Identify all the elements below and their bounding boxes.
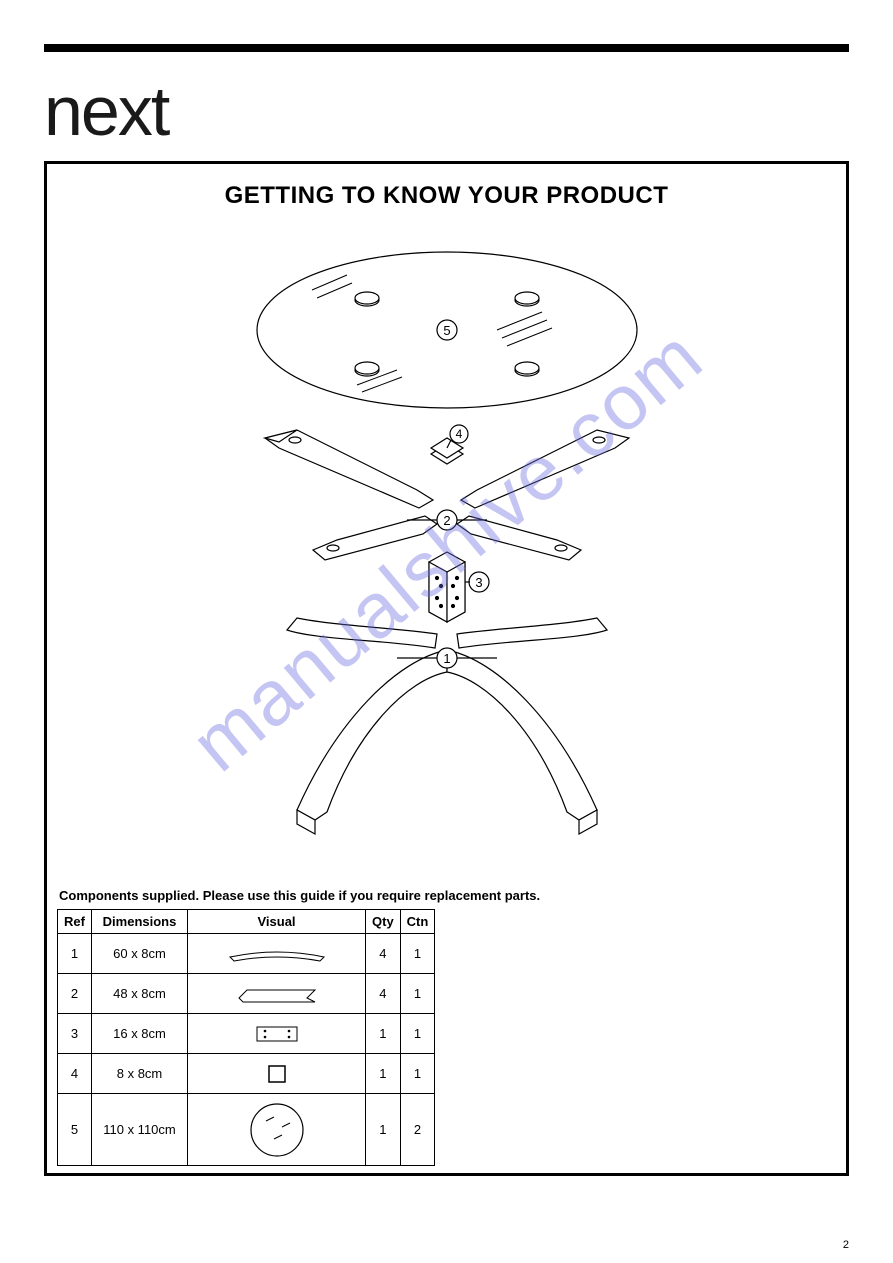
cell-dim: 110 x 110cm bbox=[92, 1094, 188, 1166]
main-content-box: GETTING TO KNOW YOUR PRODUCT manualshive… bbox=[44, 161, 849, 1176]
visual-square-icon bbox=[265, 1063, 289, 1085]
table-row: 5 110 x 110cm 1 2 bbox=[58, 1094, 435, 1166]
visual-glass-top-icon bbox=[246, 1101, 308, 1159]
visual-bracket-icon bbox=[251, 1023, 303, 1045]
cell-ref: 4 bbox=[58, 1054, 92, 1094]
table-row: 1 60 x 8cm 4 1 bbox=[58, 934, 435, 974]
visual-leg-short-icon bbox=[229, 983, 325, 1005]
table-row: 3 16 x 8cm 1 1 bbox=[58, 1014, 435, 1054]
cell-ctn: 1 bbox=[400, 934, 435, 974]
cell-dim: 48 x 8cm bbox=[92, 974, 188, 1014]
page-number: 2 bbox=[843, 1239, 849, 1251]
svg-text:1: 1 bbox=[443, 651, 450, 666]
cell-dim: 8 x 8cm bbox=[92, 1054, 188, 1094]
cell-qty: 1 bbox=[366, 1054, 401, 1094]
svg-text:5: 5 bbox=[443, 323, 450, 338]
svg-text:4: 4 bbox=[455, 427, 462, 441]
cell-qty: 1 bbox=[366, 1094, 401, 1166]
brand-logo: next bbox=[44, 80, 849, 143]
th-visual: Visual bbox=[188, 910, 366, 934]
cell-ctn: 1 bbox=[400, 974, 435, 1014]
page-title: GETTING TO KNOW YOUR PRODUCT bbox=[57, 182, 836, 210]
exploded-diagram: manualshive.com bbox=[57, 220, 836, 880]
visual-leg-long-icon bbox=[222, 943, 332, 965]
table-header-row: Ref Dimensions Visual Qty Ctn bbox=[58, 910, 435, 934]
cell-visual bbox=[188, 934, 366, 974]
cell-qty: 1 bbox=[366, 1014, 401, 1054]
th-dimensions: Dimensions bbox=[92, 910, 188, 934]
cell-visual bbox=[188, 974, 366, 1014]
th-ref: Ref bbox=[58, 910, 92, 934]
top-rule bbox=[44, 44, 849, 52]
cell-ref: 2 bbox=[58, 974, 92, 1014]
cell-ctn: 1 bbox=[400, 1054, 435, 1094]
table-row: 4 8 x 8cm 1 1 bbox=[58, 1054, 435, 1094]
svg-text:2: 2 bbox=[443, 513, 450, 528]
cell-ref: 3 bbox=[58, 1014, 92, 1054]
th-qty: Qty bbox=[366, 910, 401, 934]
cell-qty: 4 bbox=[366, 974, 401, 1014]
cell-visual bbox=[188, 1094, 366, 1166]
cell-dim: 60 x 8cm bbox=[92, 934, 188, 974]
th-ctn: Ctn bbox=[400, 910, 435, 934]
cell-ctn: 2 bbox=[400, 1094, 435, 1166]
product-diagram-svg: 5 4 bbox=[147, 220, 747, 880]
cell-qty: 4 bbox=[366, 934, 401, 974]
cell-ctn: 1 bbox=[400, 1014, 435, 1054]
cell-visual bbox=[188, 1014, 366, 1054]
components-caption: Components supplied. Please use this gui… bbox=[59, 888, 836, 903]
components-table: Ref Dimensions Visual Qty Ctn 1 60 x 8cm… bbox=[57, 909, 435, 1166]
cell-dim: 16 x 8cm bbox=[92, 1014, 188, 1054]
cell-ref: 5 bbox=[58, 1094, 92, 1166]
cell-ref: 1 bbox=[58, 934, 92, 974]
svg-text:3: 3 bbox=[475, 575, 482, 590]
cell-visual bbox=[188, 1054, 366, 1094]
table-row: 2 48 x 8cm 4 1 bbox=[58, 974, 435, 1014]
